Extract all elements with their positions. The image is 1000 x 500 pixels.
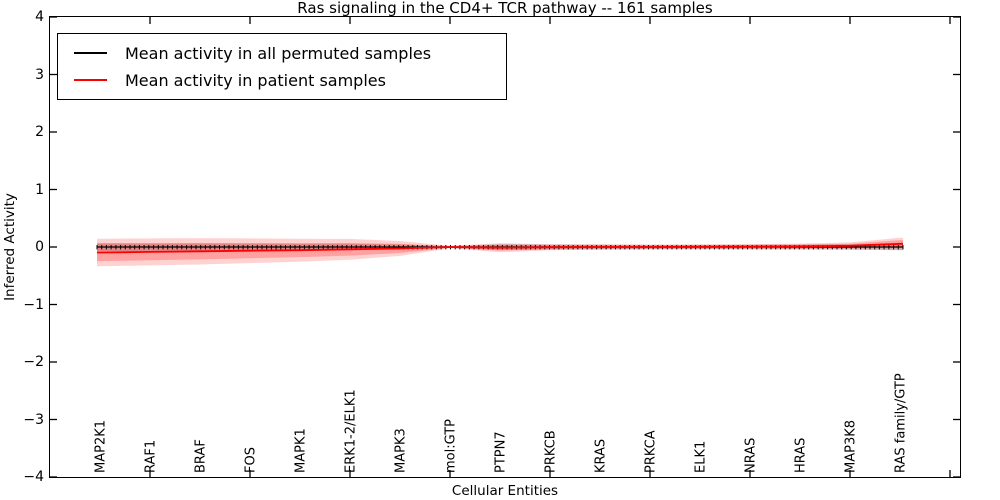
entity-label: MAPK3 (394, 428, 409, 473)
legend-label-patient: Mean activity in patient samples (125, 70, 386, 90)
patient-std-band-inner (97, 240, 903, 262)
legend-item-permuted: Mean activity in all permuted samples (58, 40, 431, 66)
chart-title: Ras signaling in the CD4+ TCR pathway --… (297, 0, 713, 17)
y-tick-label: 1 (35, 181, 44, 198)
entity-label: MAP2K1 (94, 420, 109, 473)
entity-label: MAPK1 (294, 428, 309, 473)
entity-label: ELK1 (694, 441, 709, 473)
entity-label: PRKCA (644, 430, 659, 473)
y-tick-label: 3 (35, 66, 44, 83)
entity-label: RAF1 (144, 440, 159, 473)
y-tick-label: −1 (23, 296, 44, 313)
y-tick-label: −2 (23, 354, 44, 370)
axis-ticks (50, 17, 960, 477)
legend-item-patient: Mean activity in patient samples (58, 67, 386, 93)
y-tick-label: −4 (23, 469, 44, 485)
entity-label: FOS (244, 447, 259, 473)
entity-label: PRKCB (544, 430, 559, 473)
y-tick-label: 4 (35, 9, 44, 25)
y-tick-label: 2 (35, 124, 44, 140)
patient-mean-line (97, 242, 903, 254)
plot-svg: MAP2K1 RAF1 BRAF FOS MAPK1 ERK1-2/ELK1 MAPK3 mo… (50, 17, 960, 477)
y-tick-label: 0 (35, 239, 44, 255)
entity-labels: MAP2K1 RAF1 BRAF FOS MAPK1 ERK1-2/ELK1 MAPK3 mo… (94, 373, 909, 473)
entity-label: ERK1-2/ELK1 (344, 389, 359, 473)
legend-box: Mean activity in all permuted samples Me… (57, 33, 507, 100)
y-tick-label: −3 (23, 411, 44, 428)
legend-line-patient-icon (74, 79, 107, 81)
entity-label: HRAS (794, 438, 809, 473)
entity-label: RAS family/GTP (894, 373, 909, 473)
legend-line-permuted-icon (74, 52, 107, 54)
patient-std-band-outer (97, 237, 903, 267)
entity-label: MAP3K8 (844, 420, 859, 473)
plot-area: MAP2K1 RAF1 BRAF FOS MAPK1 ERK1-2/ELK1 MAPK3 mo… (49, 16, 961, 478)
entity-label: NRAS (744, 438, 759, 473)
entity-label: mol:GTP (444, 419, 459, 473)
legend-label-permuted: Mean activity in all permuted samples (125, 43, 432, 63)
x-axis-label: Cellular Entities (451, 483, 559, 499)
entity-label: BRAF (194, 439, 209, 473)
entity-label: PTPN7 (494, 431, 509, 473)
entity-label: KRAS (594, 439, 609, 473)
